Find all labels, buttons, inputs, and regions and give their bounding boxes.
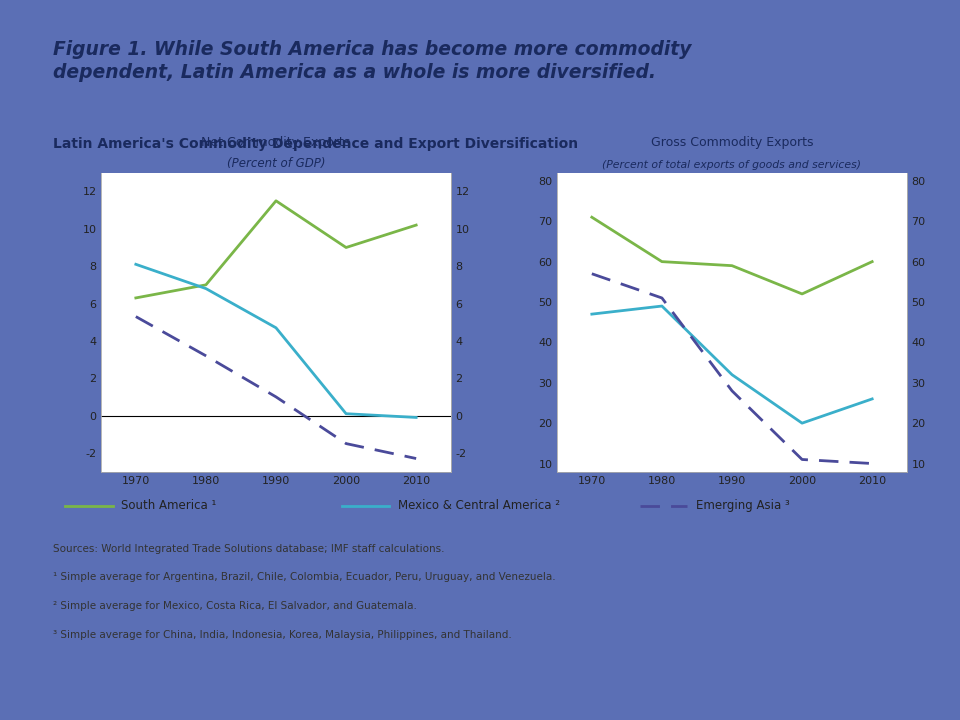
Text: Mexico & Central America ²: Mexico & Central America ² [398,499,560,513]
Text: Gross Commodity Exports: Gross Commodity Exports [651,136,813,149]
Text: Net Commodity Exports: Net Commodity Exports [202,136,350,149]
Text: ³ Simple average for China, India, Indonesia, Korea, Malaysia, Philippines, and : ³ Simple average for China, India, Indon… [53,630,512,640]
Text: ² Simple average for Mexico, Costa Rica, El Salvador, and Guatemala.: ² Simple average for Mexico, Costa Rica,… [53,601,417,611]
Text: Emerging Asia ³: Emerging Asia ³ [696,499,790,513]
Text: Sources: World Integrated Trade Solutions database; IMF staff calculations.: Sources: World Integrated Trade Solution… [53,544,444,554]
Text: ¹ Simple average for Argentina, Brazil, Chile, Colombia, Ecuador, Peru, Uruguay,: ¹ Simple average for Argentina, Brazil, … [53,572,556,582]
Text: (Percent of total exports of goods and services): (Percent of total exports of goods and s… [603,160,861,170]
Text: Figure 1. While South America has become more commodity
dependent, Latin America: Figure 1. While South America has become… [53,40,691,82]
Text: (Percent of GDP): (Percent of GDP) [227,157,325,170]
Text: South America ¹: South America ¹ [121,499,217,513]
Text: Latin America's Commodity Dependence and Export Diversification: Latin America's Commodity Dependence and… [53,137,578,150]
